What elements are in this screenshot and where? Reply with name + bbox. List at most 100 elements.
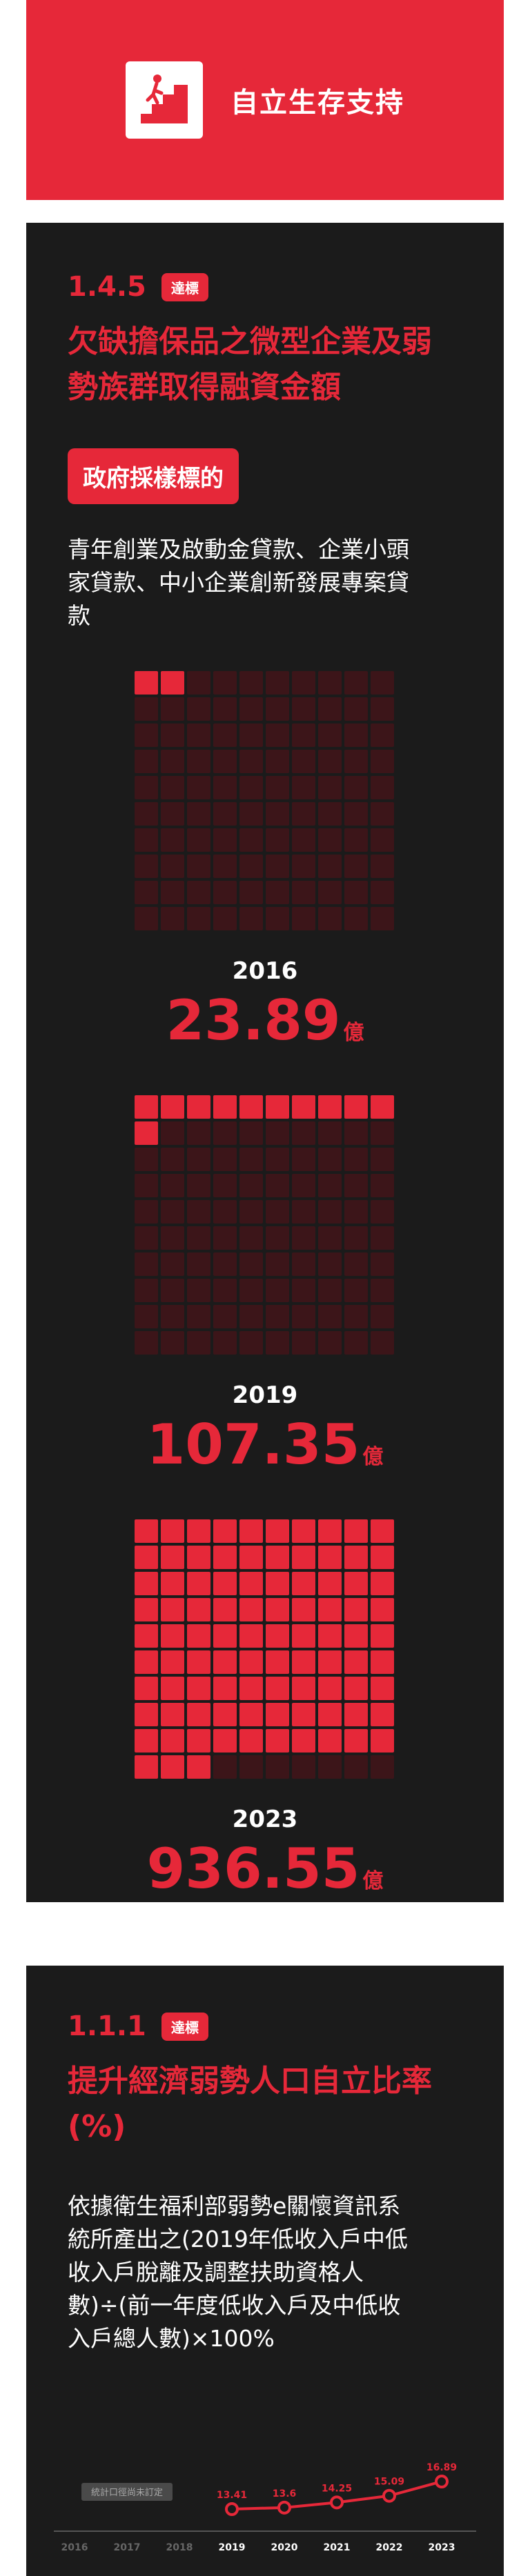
waffle-cell-empty [266,881,289,904]
page-title: 自立生存支持 [230,87,404,119]
waffle-cell-empty [161,697,184,721]
waffle-cell-empty [371,907,394,930]
waffle-cell-empty [371,1331,394,1355]
waffle-cell-filled [292,1572,315,1595]
waffle-cell-filled [187,1598,210,1621]
waffle-cell-empty [371,802,394,826]
waffle-cell-empty [161,802,184,826]
waffle-cell-empty [213,776,237,799]
waffle-cell-filled [371,1598,394,1621]
waffle-cell-empty [187,828,210,852]
waffle-cell-empty [292,776,315,799]
waffle-cell-filled [135,1121,158,1145]
amount-number: 23.89 [166,988,341,1052]
waffle-cell-empty [371,1226,394,1250]
waffle-cell-filled [371,1546,394,1569]
waffle-cell-filled [292,1546,315,1569]
waffle-cell-empty [344,1200,368,1224]
waffle-cell-empty [344,855,368,878]
waffle-cell-empty [213,723,237,747]
waffle-cell-filled [161,1572,184,1595]
waffle-cell-empty [161,776,184,799]
waffle-cell-filled [213,1624,237,1648]
waffle-cell-empty [135,802,158,826]
waffle-cell-filled [213,1729,237,1753]
waffle-cell-empty [161,1252,184,1276]
description-line: 收入戶脫離及調整扶助資格人 [68,2259,364,2286]
amount-unit: 億 [343,1021,364,1045]
waffle-cell-filled [318,1677,342,1700]
waffle-cell-empty [344,750,368,773]
waffle-cell-filled [371,1624,394,1648]
waffle-cell-filled [187,1677,210,1700]
amount-value: 23.89 億 [26,988,504,1052]
waffle-cell-empty [266,1331,289,1355]
waffle-cell-filled [266,1519,289,1543]
waffle-cell-empty [371,828,394,852]
waffle-cell-empty [187,1252,210,1276]
waffle-cell-empty [371,881,394,904]
waffle-cell-empty [292,671,315,695]
waffle-cell-empty [239,1200,263,1224]
waffle-cell-empty [187,671,210,695]
waffle-cell-empty [318,881,342,904]
year-label: 2016 [232,957,298,985]
waffle-cell-empty [344,776,368,799]
waffle-cell-empty [187,1305,210,1328]
waffle-cell-filled [318,1703,342,1726]
waffle-cell-filled [161,1095,184,1119]
waffle-cell-filled [239,1095,263,1119]
waffle-cell-empty [161,723,184,747]
waffle-cell-empty [266,1148,289,1171]
waffle-cell-empty [239,671,263,695]
waffle-cell-filled [266,1572,289,1595]
waffle-cell-empty [239,697,263,721]
section-code: 1.4.5 [68,271,146,303]
amount-number: 936.55 [146,1837,360,1901]
data-point [330,2495,344,2510]
waffle-cell-empty [213,855,237,878]
waffle-cell-filled [266,1624,289,1648]
waffle-cell-empty [135,1305,158,1328]
waffle-cell-empty [239,1755,263,1779]
waffle-cell-empty [187,855,210,878]
waffle-cell-empty [266,1200,289,1224]
waffle-cell-empty [371,1305,394,1328]
waffle-cell-empty [371,1174,394,1197]
waffle-cell-empty [266,776,289,799]
waffle-cell-empty [292,828,315,852]
annotation-text: 統計口徑尚未訂定 [91,2487,163,2498]
waffle-cell-filled [318,1729,342,1753]
waffle-cell-filled [161,1703,184,1726]
waffle-cell-filled [239,1519,263,1543]
waffle-cell-filled [161,1546,184,1569]
waffle-cell-empty [135,1252,158,1276]
waffle-cell-empty [344,1331,368,1355]
waffle-cell-empty [292,723,315,747]
waffle-cell-empty [213,1200,237,1224]
waffle-cell-filled [292,1650,315,1674]
waffle-cell-empty [135,828,158,852]
waffle-cell-empty [135,1279,158,1302]
waffle-cell-empty [135,907,158,930]
waffle-cell-filled [371,1572,394,1595]
waffle-cell-filled [187,1703,210,1726]
year-label: 2019 [232,1381,298,1409]
waffle-cell-filled [187,1624,210,1648]
waffle-cell-empty [213,697,237,721]
waffle-cell-empty [135,1148,158,1171]
waffle-cell-empty [187,1121,210,1145]
waffle-cell-empty [344,1148,368,1171]
waffle-cell-filled [266,1677,289,1700]
year-label: 2023 [232,1806,298,1833]
waffle-cell-filled [213,1095,237,1119]
waffle-cell-empty [161,1200,184,1224]
waffle-cell-filled [371,1729,394,1753]
data-label: 13.6 [273,2488,297,2499]
waffle-cell-empty [292,1305,315,1328]
waffle-cell-empty [292,750,315,773]
x-tick-label: 2019 [219,2542,246,2553]
waffle-cell-empty [213,907,237,930]
waffle-cell-empty [292,855,315,878]
waffle-cell-empty [213,802,237,826]
